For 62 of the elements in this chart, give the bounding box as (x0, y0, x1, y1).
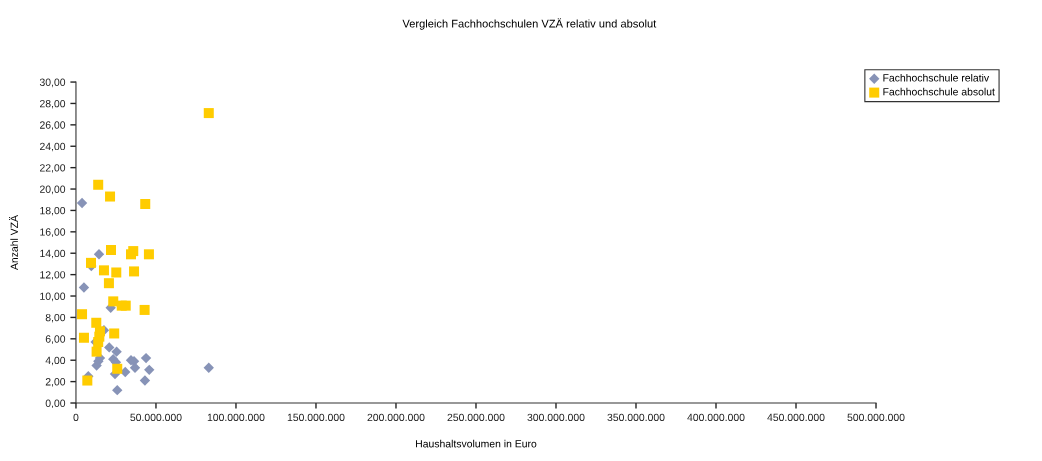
point (120, 300, 131, 311)
point (105, 191, 116, 202)
point (139, 375, 151, 386)
point (203, 362, 214, 373)
y-tick-label: 2,00 (45, 378, 66, 387)
point (112, 363, 123, 374)
y-tick-label: 30,00 (39, 78, 66, 88)
y-tick-label: 16,00 (40, 228, 66, 237)
y-tick-label: 10,00 (40, 292, 66, 302)
y-tick-label: 6,00 (45, 335, 66, 344)
point (139, 304, 150, 315)
point (98, 265, 109, 276)
point (111, 267, 122, 278)
point (93, 249, 105, 260)
point (93, 179, 104, 190)
legend-label: Fachhochschule absolut (883, 87, 995, 96)
y-tick-label: 28,00 (40, 99, 66, 109)
x-tick-label: 150.000.000 (287, 413, 345, 422)
x-tick-label: 250.000.000 (447, 413, 505, 422)
point (109, 328, 120, 339)
point (77, 309, 88, 320)
point (129, 266, 140, 277)
point (85, 257, 97, 268)
point (76, 197, 88, 209)
point (140, 352, 152, 364)
x-tick-label: 200.000.000 (367, 413, 425, 422)
x-tick-label: 50.000.000 (130, 413, 182, 422)
y-tick-label: 20,00 (40, 185, 66, 195)
x-tick-label: 450.000.000 (767, 413, 825, 422)
point (108, 296, 119, 307)
x-axis-title: Haushaltsvolumen in Euro (416, 439, 537, 448)
y-tick-label: 8,00 (45, 313, 66, 323)
y-tick-label: 14,00 (40, 249, 66, 259)
point (104, 342, 115, 353)
y-tick-label: 24,00 (40, 142, 66, 152)
point (106, 245, 117, 256)
point (103, 278, 114, 289)
point (140, 199, 151, 210)
y-axis-title: Anzahl VZÄ (9, 215, 18, 271)
point (111, 346, 122, 357)
x-tick-label: 300.000.000 (527, 413, 585, 422)
point (143, 249, 154, 260)
y-tick-label: 0,00 (45, 399, 66, 409)
point (78, 332, 89, 343)
legend-label: Fachhochschule relativ (883, 73, 990, 82)
y-tick-label: 18,00 (40, 206, 66, 216)
x-tick-label: 0 (73, 413, 79, 422)
x-tick-label: 100.000.000 (207, 413, 265, 422)
point (144, 364, 155, 376)
point (91, 346, 102, 357)
y-tick-label: 22,00 (40, 164, 66, 173)
point (78, 282, 90, 293)
x-tick-label: 500.000.000 (847, 413, 905, 422)
chart-title: Vergleich Fachhochschulen VZÄ relativ und absolut (402, 18, 657, 30)
y-tick-label: 4,00 (45, 356, 66, 366)
x-tick-label: 400.000.000 (687, 413, 745, 422)
point (203, 108, 214, 119)
y-tick-label: 26,00 (40, 121, 66, 130)
point (82, 375, 93, 386)
point (112, 384, 123, 396)
y-tick-label: 12,00 (40, 271, 66, 280)
x-tick-label: 350.000.000 (607, 413, 665, 422)
